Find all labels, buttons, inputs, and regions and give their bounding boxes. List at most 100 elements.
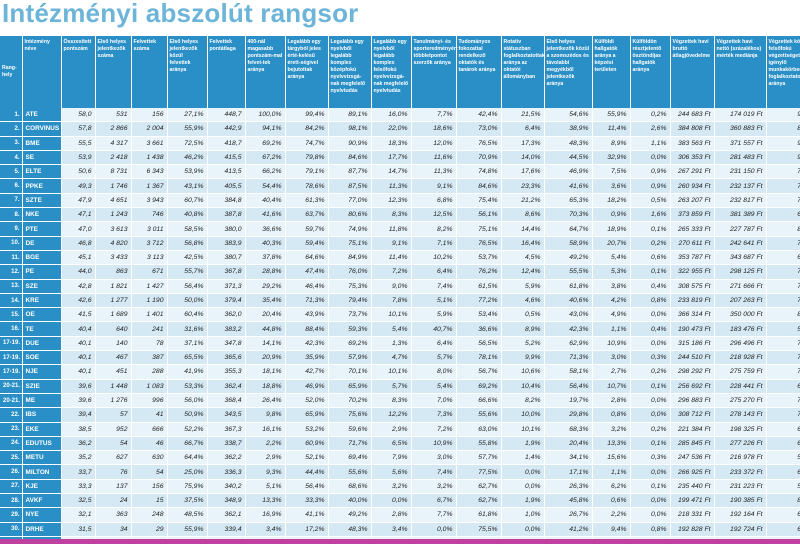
value-cell: 0,0% [630, 507, 671, 523]
table-row: 6. PPKE 49,3 1 746 1 367 43,1% 405,5 54,4% 78,6%… [0, 178, 800, 194]
value-cell: 56,5% [766, 321, 800, 337]
value-cell: 66,2% [245, 164, 286, 180]
value-cell: 263 207 Ft [670, 193, 715, 209]
value-cell: 41,6% [245, 207, 286, 223]
value-cell: 7,8% [371, 293, 412, 309]
value-cell: 58,1% [544, 364, 593, 380]
value-cell: 17,1% [544, 464, 593, 480]
value-cell: 10,1% [501, 422, 545, 437]
rank-cell: 26. [0, 464, 23, 480]
value-cell: 68,6% [328, 479, 372, 495]
value-cell: 39,4 [61, 407, 96, 423]
value-cell: 5,7% [411, 350, 457, 366]
value-cell: 57,2% [766, 450, 800, 466]
value-cell: 83,7% [766, 121, 800, 137]
value-cell: 15 [131, 493, 168, 509]
value-cell: 380,7 [207, 250, 246, 266]
column-header: Végzettek havi bruttó átlagjövedelme [670, 36, 715, 108]
value-cell: 13,3% [245, 493, 286, 509]
value-cell: 48,3% [328, 522, 372, 537]
value-cell: 5,7% [371, 379, 412, 394]
value-cell: 67,2% [245, 150, 286, 166]
value-cell: 0,0% [630, 150, 671, 166]
value-cell: 64,7% [544, 221, 593, 237]
value-cell: 89,1% [328, 108, 372, 123]
column-header: Külföldön résztjelentő ösztöndíjas hallg… [630, 36, 671, 108]
value-cell: 20,4% [544, 436, 593, 452]
value-cell: 198 325 Ft [714, 422, 767, 437]
value-cell: 0,3% [630, 350, 671, 366]
table-row: 3. BME 55,5 4 317 3 661 72,5% 418,7 69,2% 74,7% 9… [0, 136, 800, 151]
value-cell: 627 [95, 450, 132, 466]
value-cell: 2,2% [245, 436, 286, 452]
value-cell: 381 389 Ft [714, 207, 767, 223]
rank-cell: 7. [0, 193, 23, 209]
value-cell: 56,4% [544, 379, 593, 394]
value-cell: 0,0% [411, 522, 457, 537]
value-cell: 38,5 [61, 422, 96, 437]
value-cell: 3,0% [411, 450, 457, 466]
value-cell: 84,6% [456, 178, 502, 194]
table-row: 17-19. NJE 40,1 451 288 41,9% 355,3 18,1% 42,7% 7… [0, 364, 800, 380]
table-row: 17-19. SOE 40,1 467 387 65,5% 365,6 20,9% 35,9% 5… [0, 350, 800, 366]
value-cell: 84,9% [328, 250, 372, 266]
value-cell: 10,0% [501, 407, 545, 423]
value-cell: 2,8% [592, 393, 631, 409]
value-cell: 1,3% [371, 336, 412, 352]
value-cell: 531 [95, 108, 132, 123]
value-cell: 80,6% [328, 207, 372, 223]
value-cell: 68,3% [544, 422, 593, 437]
rank-cell: 16. [0, 321, 23, 337]
value-cell: 8 731 [95, 164, 132, 180]
value-cell: 6,4% [411, 264, 457, 280]
table-row: 5. ELTE 50,6 8 731 6 343 53,9% 413,5 66,2% 79,1%… [0, 164, 800, 180]
value-cell: 72,5% [167, 136, 208, 151]
value-cell: 69,2% [245, 136, 286, 151]
value-cell: 55,7% [167, 264, 208, 280]
rank-cell: 6. [0, 178, 23, 194]
value-cell: 405,5 [207, 178, 246, 194]
value-cell: 75,1% [328, 236, 372, 251]
value-cell: 50,6 [61, 164, 96, 180]
rank-cell: 17-19. [0, 364, 23, 380]
value-cell: 8,3% [371, 207, 412, 223]
value-cell: 353 787 Ft [670, 250, 715, 266]
value-cell: 41,5 [61, 307, 96, 323]
value-cell: 53,4% [456, 307, 502, 323]
value-cell: 6,8% [411, 193, 457, 209]
value-cell: 40,1 [61, 364, 96, 380]
column-header: Felvettek száma [131, 36, 168, 108]
value-cell: 44,5% [544, 150, 593, 166]
value-cell: 0,0% [630, 407, 671, 423]
value-cell: 296 883 Ft [670, 393, 715, 409]
value-cell: 79,1% [285, 164, 329, 180]
value-cell: 1,6% [630, 207, 671, 223]
value-cell: 78,1% [456, 350, 502, 366]
value-cell: 232 817 Ft [714, 193, 767, 209]
value-cell: 79,3% [766, 193, 800, 209]
column-header: Legalább egy nyelvből legalább komplex f… [371, 36, 412, 108]
value-cell: 1 190 [131, 293, 168, 309]
value-cell: 70,9% [456, 150, 502, 166]
value-cell: 11,3% [371, 178, 412, 194]
value-cell: 41,2% [544, 522, 593, 537]
rank-cell: 1. [0, 108, 23, 123]
value-cell: 6,4% [411, 336, 457, 352]
value-cell: 26,4% [245, 393, 286, 409]
value-cell: 0,6% [630, 250, 671, 266]
value-cell: 32,5 [61, 493, 96, 509]
value-cell: 0,9% [630, 164, 671, 180]
value-cell: 384,8 [207, 193, 246, 209]
value-cell: 7,4% [411, 464, 457, 480]
value-cell: 235 440 Ft [670, 479, 715, 495]
value-cell: 360 883 Ft [714, 121, 767, 137]
value-cell: 18,9% [592, 221, 631, 237]
value-cell: 52,1% [285, 450, 329, 466]
institution-name-cell: NKE [22, 207, 62, 223]
value-cell: 3 943 [131, 193, 168, 209]
value-cell: 338,7 [207, 436, 246, 452]
value-cell: 78 [131, 336, 168, 352]
value-cell: 53,4% [766, 479, 800, 495]
value-cell: 11,6% [411, 150, 457, 166]
value-cell: 69,2% [456, 379, 502, 394]
